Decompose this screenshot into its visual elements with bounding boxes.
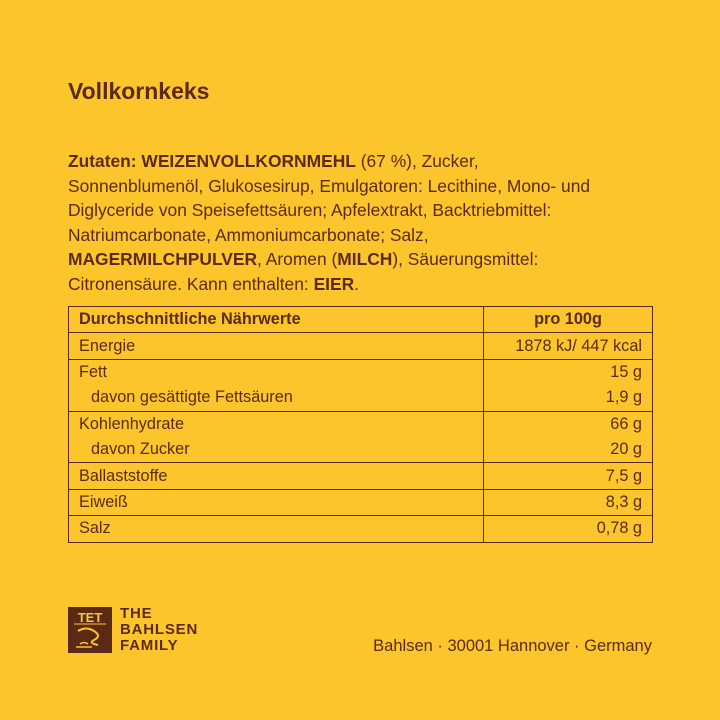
nutrient-value: 7,5 g [483, 462, 653, 490]
brand-line: FAMILY [120, 637, 179, 654]
nutrition-header-label: Durchschnittliche Nährwerte [68, 305, 484, 333]
ingredient-bold-segment: MILCH [337, 249, 393, 270]
nutrient-value: 1878 kJ/ 447 kcal [483, 332, 653, 360]
nutrition-row: Salz 0,78 g [68, 515, 653, 543]
nutrition-row: Fett 15 g [68, 358, 653, 386]
nutrition-table: Durchschnittliche Nährwerte pro 100g Ene… [68, 305, 653, 543]
brand-name: THE BAHLSEN FAMILY [120, 606, 198, 654]
ingredient-bold-segment: MAGERMILCHPULVER [68, 249, 258, 270]
nutrient-value: 15 g [483, 358, 653, 386]
nutrient-label: Energie [68, 332, 484, 360]
ingredient-segment: Natriumcarbonate, Ammoniumcarbonate; Sal… [68, 224, 429, 245]
nutrient-label: Kohlenhydrate [68, 410, 484, 437]
ingredients-line: MAGERMILCHPULVER, Aromen (MILCH), Säueru… [68, 247, 590, 272]
nutrition-row: davon gesättigte Fettsäuren 1,9 g [68, 385, 653, 412]
ingredient-segment: Diglyceride von Speisefettsäuren; Apfele… [68, 200, 552, 221]
ingredient-segment: (67 %), Zucker, [355, 151, 479, 171]
ingredient-segment: , Aromen ( [257, 249, 338, 270]
ingredients-line: Natriumcarbonate, Ammoniumcarbonate; Sal… [68, 223, 590, 248]
nutrient-value: 1,9 g [483, 385, 653, 412]
ingredients-text: Zutaten: WEIZENVOLLKORNMEHL (67 %), Zuck… [68, 149, 590, 297]
brand-line: THE [120, 605, 153, 622]
ingredients-line: Diglyceride von Speisefettsäuren; Apfele… [68, 198, 590, 223]
bahlsen-logo: TET [68, 607, 112, 653]
nutrition-row: Kohlenhydrate 66 g [68, 410, 653, 437]
nutrition-header-row: Durchschnittliche Nährwerte pro 100g [68, 305, 653, 333]
nutrient-label: davon gesättigte Fettsäuren [68, 385, 484, 412]
nutrition-row: davon Zucker 20 g [68, 436, 653, 463]
nutrition-row: Energie 1878 kJ/ 447 kcal [68, 332, 653, 360]
svg-text:TET: TET [78, 610, 103, 625]
nutrient-value: 0,78 g [483, 515, 653, 543]
ingredient-segment: . [354, 273, 360, 294]
company-address: Bahlsen · 30001 Hannover · Germany [373, 637, 652, 655]
nutrient-value: 66 g [483, 410, 653, 437]
nutrition-row: Eiweiß 8,3 g [68, 488, 653, 516]
ingredients-line: Citronensäure. Kann enthalten: EIER. [68, 272, 590, 297]
nutrient-label: Fett [68, 358, 484, 386]
ingredient-segment: Citronensäure. Kann enthalten: [68, 273, 314, 294]
nutrition-row: Ballaststoffe 7,5 g [68, 462, 653, 490]
nutrient-label: Eiweiß [68, 488, 484, 516]
ingredient-bold-segment: EIER [313, 273, 355, 294]
nutrient-label: davon Zucker [68, 436, 484, 463]
brand-line: BAHLSEN [120, 621, 199, 638]
nutrition-header-value: pro 100g [483, 305, 653, 333]
product-title: Vollkornkeks [68, 78, 210, 104]
nutrient-value: 8,3 g [483, 488, 653, 516]
ingredients-line: Zutaten: WEIZENVOLLKORNMEHL (67 %), Zuck… [68, 149, 590, 174]
ingredient-bold-segment: Zutaten: WEIZENVOLLKORNMEHL [68, 151, 356, 171]
ingredient-segment: Sonnenblumenöl, Glukosesirup, Emulgatore… [68, 175, 591, 196]
ingredients-line: Sonnenblumenöl, Glukosesirup, Emulgatore… [68, 174, 590, 199]
nutrient-label: Salz [68, 515, 484, 543]
nutrient-label: Ballaststoffe [68, 462, 484, 490]
ingredient-segment: ), Säuerungsmittel: [392, 249, 539, 270]
nutrient-value: 20 g [483, 436, 653, 463]
